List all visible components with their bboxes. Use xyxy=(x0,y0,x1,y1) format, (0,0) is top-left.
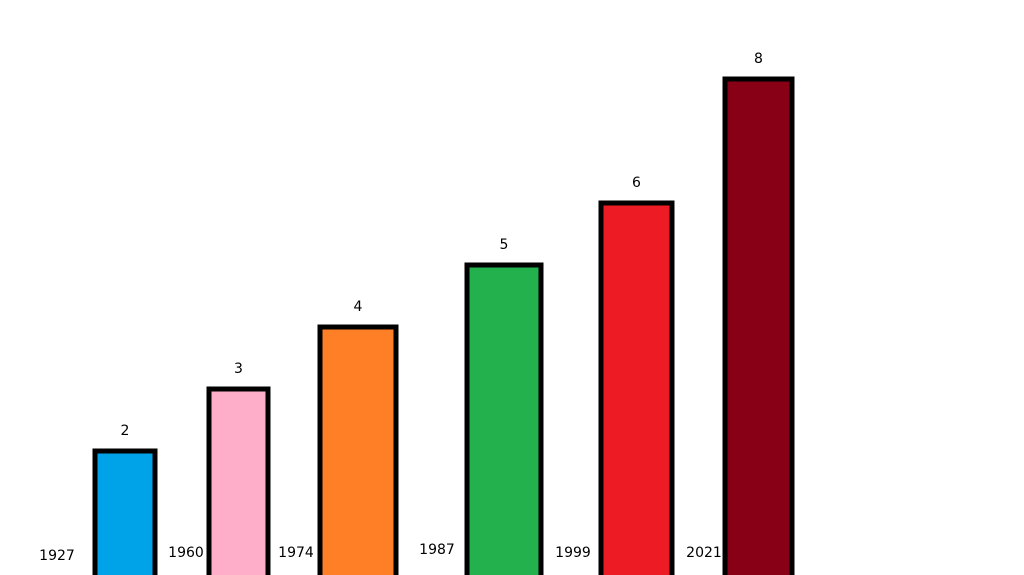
value-label: 3 xyxy=(234,361,243,377)
bar xyxy=(722,76,795,575)
x-tick-label: 1999 xyxy=(555,545,591,561)
value-label: 8 xyxy=(754,51,763,67)
x-tick-label: 1974 xyxy=(278,545,314,561)
bar xyxy=(317,324,399,575)
bar xyxy=(598,200,675,575)
value-label: 4 xyxy=(354,299,363,315)
bar xyxy=(464,262,544,575)
x-tick-label: 2021 xyxy=(686,545,722,561)
value-label: 5 xyxy=(500,237,509,253)
x-tick-label: 1960 xyxy=(168,545,204,561)
bar xyxy=(92,448,158,575)
value-label: 6 xyxy=(632,175,641,191)
x-tick-label: 1987 xyxy=(419,542,455,558)
bar xyxy=(206,386,271,575)
value-label: 2 xyxy=(121,423,130,439)
x-tick-label: 1927 xyxy=(39,548,75,564)
